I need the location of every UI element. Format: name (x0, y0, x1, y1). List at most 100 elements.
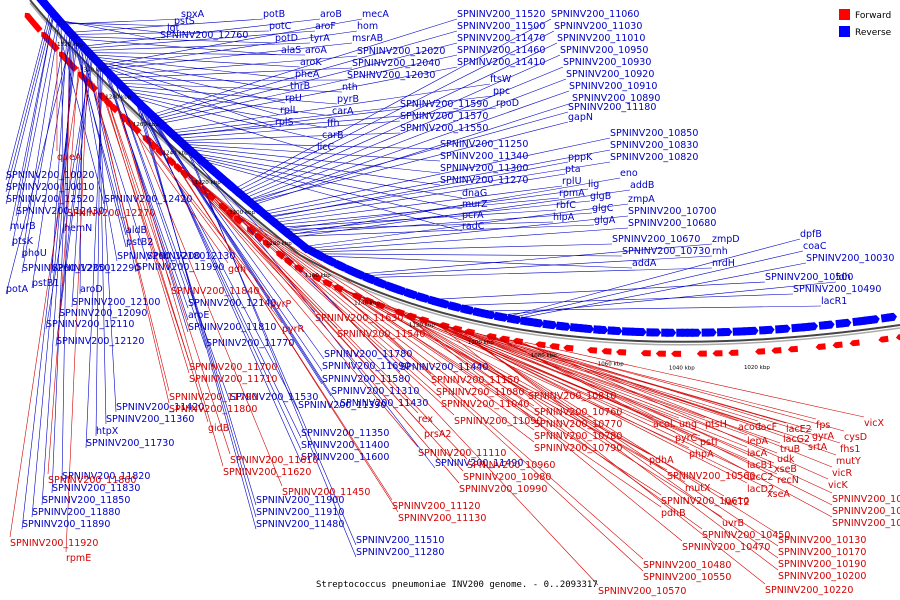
forward-gene-label: SPNINV200_10480 (643, 560, 731, 571)
reverse-gene-label: ppc (493, 86, 510, 97)
reverse-gene-label: rpU (285, 93, 302, 104)
forward-gene-label: SPNINV200_10570 (598, 586, 686, 597)
forward-gene-label: cysD (844, 432, 867, 443)
forward-gene-label: SPNINV200_10550 (643, 572, 731, 583)
forward-leader-line (336, 285, 662, 496)
reverse-leader-line (169, 107, 497, 136)
reverse-gene-label: addB (630, 180, 654, 191)
forward-gene-label: SPNINV200_10190 (778, 559, 866, 570)
reverse-gene-label: SPNINV200_10680 (628, 218, 716, 229)
reverse-leader-line (78, 46, 118, 262)
forward-leader-line (245, 222, 535, 443)
reverse-leader-line (308, 243, 613, 253)
forward-gene-label: SPNINV200_11840 (171, 286, 259, 297)
forward-gene-label: SPNINV200_10980 (463, 472, 551, 483)
forward-gene-label: SPNINV200_11920 (10, 538, 98, 549)
reverse-gene-label: SPNINV200_12020 (357, 46, 445, 57)
genome-caption: Streptococcus pneumoniae INV200 genome. … (316, 580, 598, 590)
forward-feature-arrow (671, 350, 682, 357)
coordinate-tick-label: 1260 kbp (133, 122, 159, 128)
reverse-gene-label: SPNINV200_12130 (147, 251, 235, 262)
reverse-leader-line (116, 85, 231, 403)
forward-leader-line (394, 309, 723, 518)
forward-leader-line (364, 298, 686, 483)
reverse-gene-label: ftsW (490, 74, 512, 85)
forward-gene-label: gidB (208, 423, 229, 434)
reverse-gene-label: SPNINV200_11400 (301, 440, 389, 451)
reverse-gene-label: SPNINV200_10830 (610, 140, 698, 151)
reverse-gene-label: SPNINV200_11850 (42, 495, 130, 506)
reverse-leader-line (138, 107, 257, 518)
forward-leader-line (339, 287, 662, 508)
forward-gene-label: SPNINV200_11710 (189, 374, 277, 385)
reverse-gene-label: rplU (562, 176, 582, 187)
reverse-gene-label: nrdH (712, 258, 735, 269)
forward-leader-line (510, 339, 837, 456)
reverse-leader-line (176, 141, 441, 150)
reverse-feature-arrow (485, 310, 496, 320)
forward-leader-line (193, 177, 455, 416)
reverse-gene-label: SPNINV200_11530 (230, 392, 318, 403)
reverse-gene-label: lig (588, 179, 599, 190)
reverse-gene-label: addA (632, 258, 657, 269)
reverse-leader-line (287, 224, 595, 237)
reverse-gene-label: SPNINV200_12180 (117, 251, 205, 262)
reverse-leader-line (153, 120, 323, 385)
reverse-gene-label: murB (10, 221, 36, 232)
reverse-leader-line (193, 157, 436, 469)
reverse-gene-label: aroK (300, 57, 322, 68)
forward-leader-line (519, 341, 829, 480)
forward-leader-line (116, 105, 231, 455)
forward-gene-label: truB (780, 444, 800, 455)
reverse-leader-line (241, 66, 564, 200)
reverse-gene-label: murZ (462, 199, 488, 210)
forward-gene-label: pdhA (649, 455, 674, 466)
forward-leader-line (476, 332, 809, 442)
reverse-gene-label: pstB1 (32, 278, 59, 289)
forward-leader-line (501, 337, 845, 432)
reverse-gene-label: SPNINV200_11500 (457, 21, 545, 32)
reverse-feature-arrow (365, 274, 377, 285)
reverse-leader-line (79, 48, 148, 262)
reverse-leader-line (244, 78, 567, 202)
forward-feature-arrow (832, 341, 843, 349)
forward-feature-arrow (311, 273, 322, 283)
reverse-gene-label: zmpA (628, 194, 655, 205)
reverse-leader-line (239, 54, 561, 198)
reverse-gene-label: tyrA (310, 33, 330, 44)
forward-gene-label: mutY (836, 456, 861, 467)
reverse-leader-line (67, 30, 270, 35)
reverse-feature-arrow (651, 328, 662, 337)
reverse-gene-label: ffh (327, 118, 340, 129)
coordinate-tick-label: 1320 kbp (57, 42, 83, 48)
legend-forward-label: Forward (855, 11, 891, 21)
reverse-leader-line (247, 90, 570, 205)
reverse-leader-line (146, 114, 302, 463)
reverse-leader-line (51, 34, 68, 274)
reverse-leader-line (299, 203, 629, 248)
reverse-gene-label: SPNINV200_11880 (32, 507, 120, 518)
forward-gene-label: pyrR (282, 324, 305, 335)
reverse-leader-line (152, 42, 458, 121)
reverse-leader-line (96, 18, 363, 67)
reverse-gene-label: SPNINV200_11510 (356, 535, 444, 546)
reverse-gene-label: rnh (712, 246, 728, 257)
reverse-gene-label: SPNINV200_11410 (457, 57, 545, 68)
forward-leader-line (231, 210, 529, 391)
forward-leader-line (101, 90, 190, 362)
forward-leader-line (172, 158, 399, 513)
reverse-feature-arrow (354, 269, 366, 280)
forward-gene-label: ptsH (705, 419, 727, 430)
forward-gene-label: uvrB (722, 518, 744, 529)
reverse-leader-line (111, 79, 348, 81)
forward-leader-line (452, 327, 775, 464)
reverse-gene-label: SPNINV200_11780 (324, 349, 412, 360)
forward-leader-line (414, 316, 748, 436)
reverse-gene-label: glgA (594, 215, 616, 226)
reverse-leader-line (281, 200, 591, 233)
coordinate-tick-label: 1100 kbp (468, 340, 494, 346)
reverse-feature-arrow (439, 299, 451, 309)
reverse-gene-label: SPNINV200_11430 (340, 398, 428, 409)
reverse-leader-line (506, 250, 804, 320)
forward-feature-arrow (563, 344, 574, 352)
